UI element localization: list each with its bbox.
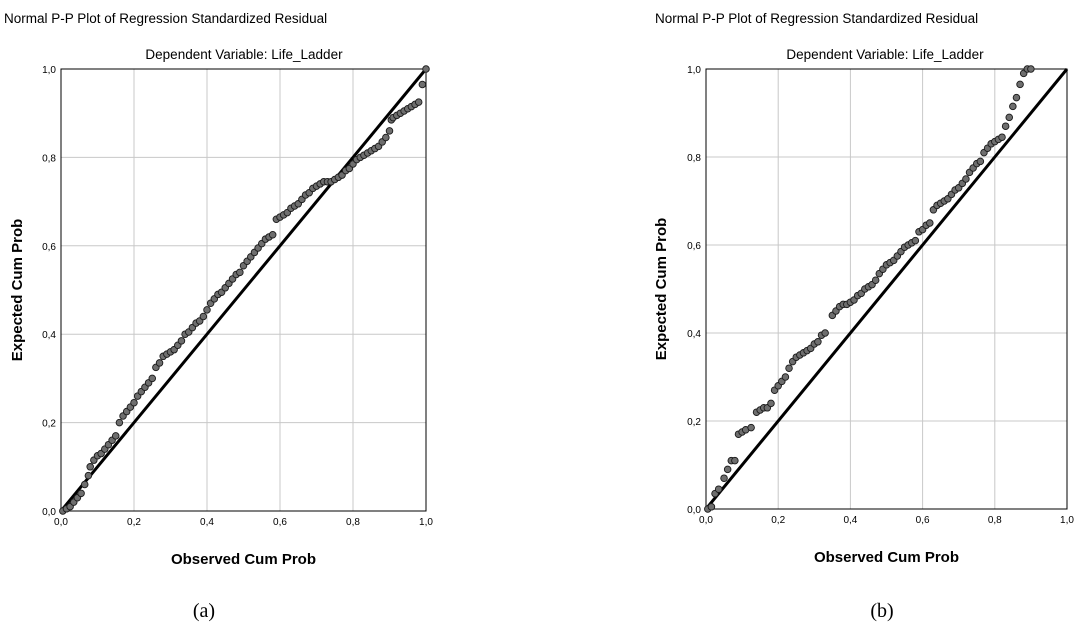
data-point <box>1005 113 1013 122</box>
y-axis-label: Expected Cum Prob <box>9 219 26 362</box>
y-tick-label: 0,4 <box>687 329 701 340</box>
data-point <box>111 432 120 440</box>
y-tick-label: 0,8 <box>42 153 56 164</box>
data-point <box>1027 65 1035 73</box>
data-point <box>814 338 822 346</box>
data-point <box>911 236 920 245</box>
data-point <box>1001 122 1010 130</box>
x-tick-label: 0,4 <box>200 517 214 528</box>
x-tick-label: 1,0 <box>419 517 433 528</box>
y-tick-label: 0,6 <box>687 241 701 252</box>
data-point <box>720 474 728 482</box>
data-point <box>115 418 124 427</box>
y-tick-label: 1,0 <box>42 65 56 76</box>
reference-line <box>704 68 1069 510</box>
chart-title: Normal P-P Plot of Regression Standardiz… <box>655 11 978 26</box>
plot-border <box>705 68 1068 510</box>
data-point <box>385 127 394 135</box>
x-tick-label: 0,6 <box>916 515 930 526</box>
y-tick-label: 0,0 <box>42 507 56 518</box>
data-point <box>148 374 156 383</box>
data-point <box>962 175 970 183</box>
x-tick-label: 0,8 <box>988 515 1002 526</box>
data-point <box>86 463 94 471</box>
data-point <box>84 471 93 480</box>
x-tick-label: 0,2 <box>771 515 785 526</box>
chart-subtitle: Dependent Variable: Life_Ladder <box>786 47 984 62</box>
data-point <box>130 398 138 407</box>
data-point <box>998 133 1006 141</box>
data-point <box>781 373 790 381</box>
data-point <box>821 329 829 337</box>
y-tick-label: 0,2 <box>42 419 56 430</box>
data-point <box>203 306 211 314</box>
figure-caption: (a) <box>193 600 215 622</box>
data-point <box>1009 102 1017 111</box>
data-point <box>268 230 277 239</box>
data-point <box>871 276 880 284</box>
x-tick-label: 0,0 <box>699 515 713 526</box>
x-tick-label: 0,0 <box>54 517 68 528</box>
data-point <box>177 337 186 345</box>
data-point <box>382 133 390 142</box>
data-point <box>418 80 427 89</box>
pp-plot-a: Normal P-P Plot of Regression Standardiz… <box>4 11 433 622</box>
chart-title: Normal P-P Plot of Regression Standardiz… <box>4 11 327 26</box>
data-point <box>414 98 423 106</box>
data-point <box>731 456 739 465</box>
data-point <box>747 423 755 432</box>
pp-plot-b: Normal P-P Plot of Regression Standardiz… <box>653 11 1074 622</box>
data-point <box>1016 80 1024 89</box>
data-point <box>785 364 793 372</box>
y-tick-label: 0,2 <box>687 417 701 428</box>
data-point <box>707 503 716 511</box>
data-point <box>976 157 985 166</box>
data-point <box>926 219 934 227</box>
y-tick-label: 0,8 <box>687 153 701 164</box>
data-point <box>1012 93 1021 102</box>
x-tick-label: 0,2 <box>127 517 141 528</box>
x-tick-label: 0,8 <box>346 517 360 528</box>
x-tick-label: 0,6 <box>273 517 287 528</box>
reference-line <box>59 68 428 512</box>
y-axis-label: Expected Cum Prob <box>653 218 670 361</box>
data-point <box>199 312 208 321</box>
x-tick-label: 1,0 <box>1060 515 1074 526</box>
plot-border <box>60 68 427 512</box>
y-tick-label: 0,6 <box>42 242 56 253</box>
data-point <box>236 268 244 277</box>
y-tick-label: 1,0 <box>687 65 701 76</box>
y-tick-label: 0,0 <box>687 505 701 516</box>
data-point <box>723 465 732 474</box>
y-tick-label: 0,4 <box>42 330 56 341</box>
x-axis-label: Observed Cum Prob <box>814 549 959 566</box>
x-axis-label: Observed Cum Prob <box>171 551 316 568</box>
data-point <box>422 65 430 73</box>
data-point <box>714 485 723 493</box>
figure-caption: (b) <box>870 600 893 622</box>
data-point <box>77 489 85 498</box>
chart-subtitle: Dependent Variable: Life_Ladder <box>145 47 343 62</box>
data-point <box>80 480 89 489</box>
data-point <box>155 359 164 367</box>
data-point <box>767 399 775 408</box>
x-tick-label: 0,4 <box>843 515 857 526</box>
